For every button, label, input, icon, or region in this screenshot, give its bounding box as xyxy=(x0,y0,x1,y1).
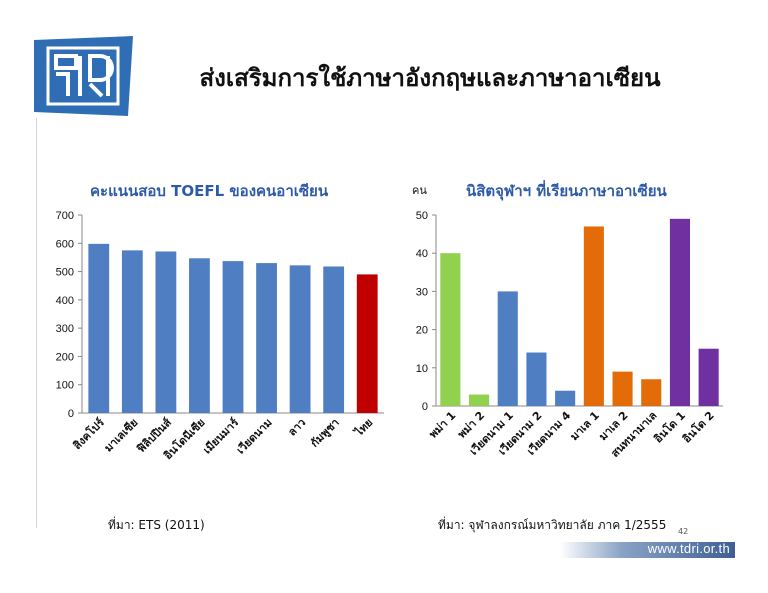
students-bar xyxy=(440,253,461,406)
students-ylabel: คน xyxy=(412,184,427,197)
students-y-tick-label: 20 xyxy=(416,325,428,337)
footer-bar xyxy=(560,542,735,558)
students-category-label: พม่า 1 xyxy=(427,409,459,441)
students-category-label: อินโด 1 xyxy=(651,408,689,446)
slide-title: ส่งเสริมการใช้ภาษาอังกฤษและภาษาอาเซียน xyxy=(199,64,661,92)
toefl-source: ที่มา: ETS (2011) xyxy=(108,518,205,532)
toefl-y-tick-label: 300 xyxy=(56,323,74,335)
students-category-label: อินโด 2 xyxy=(679,408,717,446)
toefl-bar xyxy=(222,261,244,413)
students-chart-title: นิสิตจุฬาฯ ที่เรียนภาษาอาเซียน xyxy=(466,182,667,200)
students-y-tick-label: 40 xyxy=(416,248,428,260)
toefl-y-tick-label: 200 xyxy=(56,351,74,363)
page-number: 42 xyxy=(678,527,689,536)
students-bar xyxy=(669,218,690,406)
toefl-y-tick-label: 600 xyxy=(56,238,74,250)
toefl-bar xyxy=(155,251,177,413)
students-y-tick-label: 30 xyxy=(416,286,428,298)
toefl-bar xyxy=(289,265,311,413)
students-y-tick-label: 10 xyxy=(416,363,428,375)
students-bar xyxy=(583,226,604,406)
students-bar xyxy=(469,394,490,406)
toefl-chart-title: คะแนนสอบ TOEFL ของคนอาเซียน xyxy=(90,182,329,200)
tdri-logo-icon xyxy=(34,36,133,116)
students-bar xyxy=(497,291,518,406)
toefl-y-tick-label: 500 xyxy=(56,267,74,279)
students-bar xyxy=(526,352,547,406)
students-source: ที่มา: จุฬาลงกรณ์มหาวิทยาลัย ภาค 1/2555 xyxy=(438,518,667,532)
toefl-y-tick-label: 100 xyxy=(56,380,74,392)
toefl-y-tick-label: 700 xyxy=(56,210,74,222)
toefl-y-tick-label: 0 xyxy=(68,408,74,420)
students-category-label: มาเล 1 xyxy=(568,409,602,443)
students-y-tick-label: 0 xyxy=(422,401,428,413)
students-bar xyxy=(641,379,662,406)
toefl-bar xyxy=(256,263,277,413)
students-bar xyxy=(555,390,576,406)
toefl-bar xyxy=(88,243,110,413)
students-y-tick-label: 50 xyxy=(416,210,428,222)
toefl-bar xyxy=(323,266,345,413)
students-bar xyxy=(612,371,633,406)
footer-url: www.tdri.or.th xyxy=(647,541,730,556)
toefl-y-tick-label: 400 xyxy=(56,295,74,307)
toefl-bar xyxy=(121,250,143,413)
slide-left-divider xyxy=(36,118,37,528)
toefl-bar xyxy=(189,258,210,413)
toefl-bar xyxy=(356,274,378,413)
students-bar xyxy=(698,348,719,406)
